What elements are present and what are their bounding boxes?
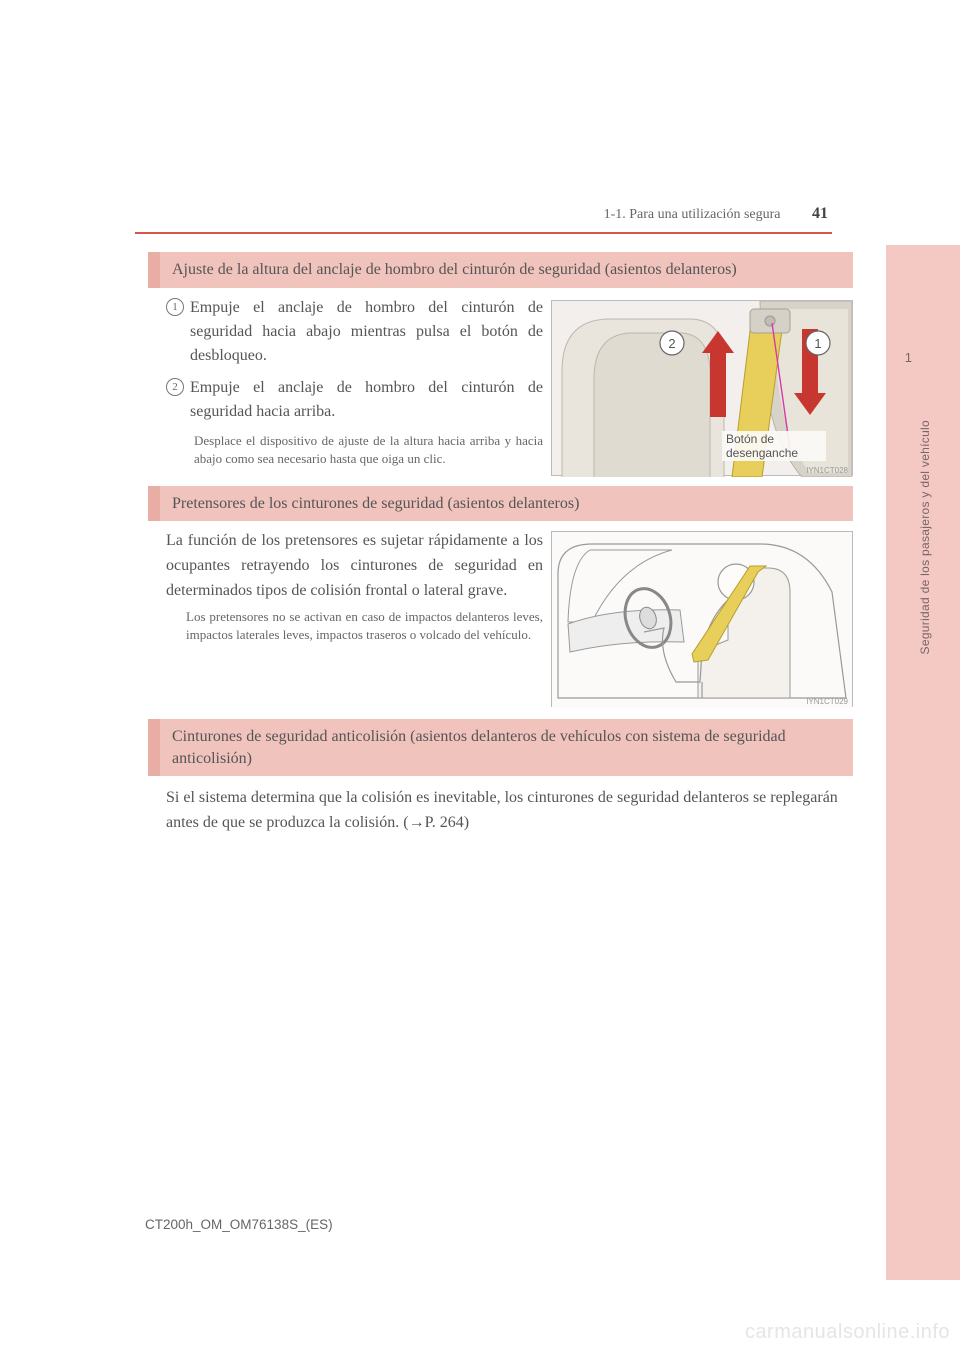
svg-text:desenganche: desenganche	[726, 446, 798, 460]
svg-text:1: 1	[814, 336, 821, 351]
item-text: Empuje el anclaje de hombro del cinturón…	[190, 296, 543, 368]
section-header-2: Pretensores de los cinturones de segurid…	[148, 486, 853, 522]
svg-text:IYN1CT029: IYN1CT029	[806, 697, 848, 706]
item-number-icon: 2	[166, 378, 184, 396]
list-item: 2 Empuje el anclaje de hombro del cintur…	[166, 376, 543, 424]
page-number: 41	[812, 205, 828, 222]
svg-text:2: 2	[668, 336, 675, 351]
footer-doc-code: CT200h_OM_OM76138S_(ES)	[145, 1217, 333, 1232]
breadcrumb-text: 1-1. Para una utilización segura	[604, 207, 781, 222]
side-chapter-number: 1	[905, 350, 912, 365]
side-vertical-label: Seguridad de los pasajeros y del vehícul…	[918, 420, 932, 654]
section-3-paragraph: Si el sistema determina que la colisión …	[148, 784, 853, 836]
section-body-1: 1 Empuje el anclaje de hombro del cintur…	[148, 296, 853, 482]
breadcrumb: 1-1. Para una utilización segura 41	[604, 205, 828, 223]
figure-2-svg: IYN1CT029	[552, 532, 852, 708]
svg-text:IYN1CT028: IYN1CT028	[806, 466, 848, 475]
content-area: Ajuste de la altura del anclaje de hombr…	[148, 252, 853, 836]
section-body-2: La función de los pretensores es sujetar…	[148, 529, 853, 713]
item-note: Desplace el dispositivo de ajuste de la …	[194, 432, 543, 470]
header-accent-line	[135, 232, 832, 234]
section-2-note: Los pretensores no se activan en caso de…	[186, 608, 543, 646]
item-number-icon: 1	[166, 298, 184, 316]
item-text: Empuje el anclaje de hombro del cinturón…	[190, 376, 543, 424]
section-header-1: Ajuste de la altura del anclaje de hombr…	[148, 252, 853, 288]
page: 1 Seguridad de los pasajeros y del vehíc…	[0, 0, 960, 1358]
figure-1: 1 2 Botón de desenganche IYN1CT028	[551, 300, 853, 476]
section-header-3: Cinturones de seguridad anticolisión (as…	[148, 719, 853, 776]
side-tab	[886, 245, 960, 1280]
section-1-text-column: 1 Empuje el anclaje de hombro del cintur…	[166, 296, 543, 470]
figure-2: IYN1CT029	[551, 531, 853, 707]
figure-1-svg: 1 2 Botón de desenganche IYN1CT028	[552, 301, 852, 477]
section-2-text-column: La función de los pretensores es sujetar…	[166, 529, 543, 645]
watermark: carmanualsonline.info	[745, 1321, 950, 1344]
section-2-paragraph: La función de los pretensores es sujetar…	[166, 529, 543, 603]
svg-text:Botón de: Botón de	[726, 432, 774, 446]
list-item: 1 Empuje el anclaje de hombro del cintur…	[166, 296, 543, 368]
